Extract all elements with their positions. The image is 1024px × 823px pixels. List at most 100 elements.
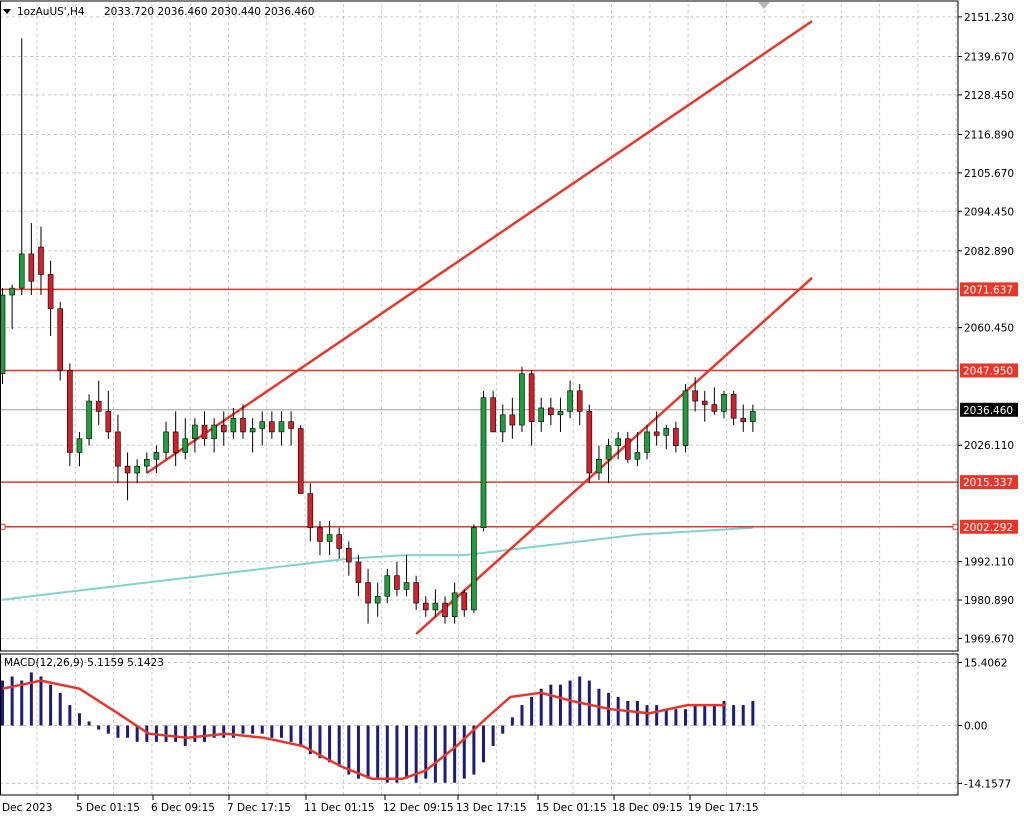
- time-tick-label: 18 Dec 09:15: [612, 802, 683, 814]
- candle: [653, 411, 660, 446]
- candle: [365, 568, 371, 624]
- candle-body-bull: [278, 421, 285, 433]
- chart-menu-triangle-icon[interactable]: [3, 9, 11, 14]
- candle-body-bull: [471, 527, 477, 611]
- candle-body-bull: [18, 253, 25, 289]
- candle: [499, 404, 506, 443]
- macd-tick-label: 0.00: [964, 721, 987, 733]
- candle: [538, 397, 545, 432]
- candles: [0, 38, 756, 624]
- candle: [307, 483, 314, 542]
- candle: [230, 407, 237, 439]
- candle-body-bull: [259, 421, 266, 429]
- moving-average-line: [2, 526, 753, 601]
- candle: [172, 411, 179, 467]
- candle: [0, 288, 6, 384]
- price-tick-label: 2060.450: [964, 323, 1014, 335]
- price-tick-label: 2094.450: [964, 206, 1014, 218]
- price-tick-label: 2139.670: [964, 51, 1014, 63]
- candle-body-bear: [67, 369, 73, 453]
- candle: [57, 301, 64, 381]
- price-level-tag: [960, 282, 1018, 297]
- candle-body-bear: [95, 400, 102, 412]
- symbol-info: 1ozAuUS',H4: [17, 6, 85, 18]
- candle: [711, 387, 718, 415]
- scroll-marker-icon[interactable]: [758, 2, 770, 9]
- candle-body-bull: [182, 438, 189, 453]
- candle: [134, 459, 140, 484]
- candle-body-bear: [57, 308, 64, 371]
- candle: [721, 390, 727, 419]
- candle: [95, 380, 102, 426]
- macd-tick-label: -14.1577: [964, 778, 1011, 790]
- candle: [701, 390, 708, 422]
- candle-body-bear: [105, 411, 112, 433]
- price-level-tag-label: 2015.337: [963, 477, 1013, 489]
- price-tick-label: 2026.110: [964, 440, 1014, 452]
- candle: [182, 418, 189, 460]
- chart-frame: [0, 0, 959, 796]
- candle: [124, 452, 131, 501]
- candle-body-bull: [750, 411, 756, 422]
- candle: [346, 541, 352, 576]
- candle: [644, 425, 650, 460]
- candle: [740, 404, 747, 432]
- time-tick-label: 12 Dec 09:15: [383, 802, 454, 814]
- candle-body-bear: [172, 431, 179, 453]
- candle-body-bull: [557, 411, 564, 416]
- candle-body-bear: [115, 431, 121, 467]
- candle-body-bear: [490, 397, 496, 433]
- candle: [86, 394, 92, 446]
- main-panel-border: [0, 0, 959, 652]
- candle: [192, 418, 198, 453]
- candle-body-bear: [624, 438, 631, 460]
- candle: [384, 568, 391, 604]
- candle: [163, 421, 169, 460]
- candle-body-bear: [240, 417, 246, 433]
- price-level-tag-label: 2047.950: [963, 365, 1013, 377]
- candle-body-bull: [86, 400, 92, 440]
- time-tick-label: 13 Dec 17:15: [456, 802, 527, 814]
- candle: [471, 524, 477, 614]
- trend-lines: [146, 20, 813, 635]
- candle: [480, 390, 487, 532]
- time-axis: 1 Dec 2023 5 Dec 01:15 6 Dec 09:15 7 Dec 17…: [0, 795, 759, 814]
- trend-line: [415, 276, 813, 635]
- macd-label: MACD(12,26,9) 5.1159 5.1423: [4, 657, 164, 669]
- price-level-tag: [960, 363, 1018, 378]
- price-tick-label: 2128.450: [964, 90, 1014, 102]
- candle: [297, 425, 304, 494]
- candle: [269, 411, 275, 439]
- price-tick-label: 2116.890: [964, 129, 1014, 141]
- candle-body-bull: [634, 452, 641, 460]
- candle: [605, 438, 612, 484]
- candle: [692, 377, 698, 412]
- candle: [567, 380, 573, 419]
- candle: [615, 431, 621, 460]
- time-tick-label: 19 Dec 17:15: [688, 802, 759, 814]
- ohlc-values: 2033.720 2036.460 2030.440 2036.460: [104, 6, 314, 18]
- candle-body-bull: [374, 595, 381, 604]
- candle: [682, 383, 689, 453]
- candle-body-bull: [249, 428, 256, 433]
- candle: [586, 404, 593, 484]
- candle-body-bull: [644, 431, 650, 453]
- candle: [47, 260, 54, 337]
- candle-body-bull: [596, 458, 602, 474]
- moving-average: [2, 526, 753, 601]
- time-tick-label: 1 Dec 2023: [0, 802, 52, 814]
- candle: [240, 404, 246, 439]
- candle-body-bear: [692, 390, 698, 402]
- candle: [750, 404, 756, 432]
- candle: [326, 520, 333, 556]
- candle-body-bear: [422, 602, 429, 611]
- candle-body-bull: [519, 373, 525, 426]
- time-tick-label: 7 Dec 17:15: [227, 802, 291, 814]
- candle: [288, 411, 294, 446]
- time-tick-label: 6 Dec 09:15: [151, 802, 215, 814]
- price-level-tag: [960, 519, 1018, 534]
- current-price-label: 2036.460: [963, 405, 1013, 417]
- candle-body-bull: [663, 428, 670, 436]
- candle-body-bull: [153, 452, 160, 460]
- macd-panel-border: [0, 653, 959, 796]
